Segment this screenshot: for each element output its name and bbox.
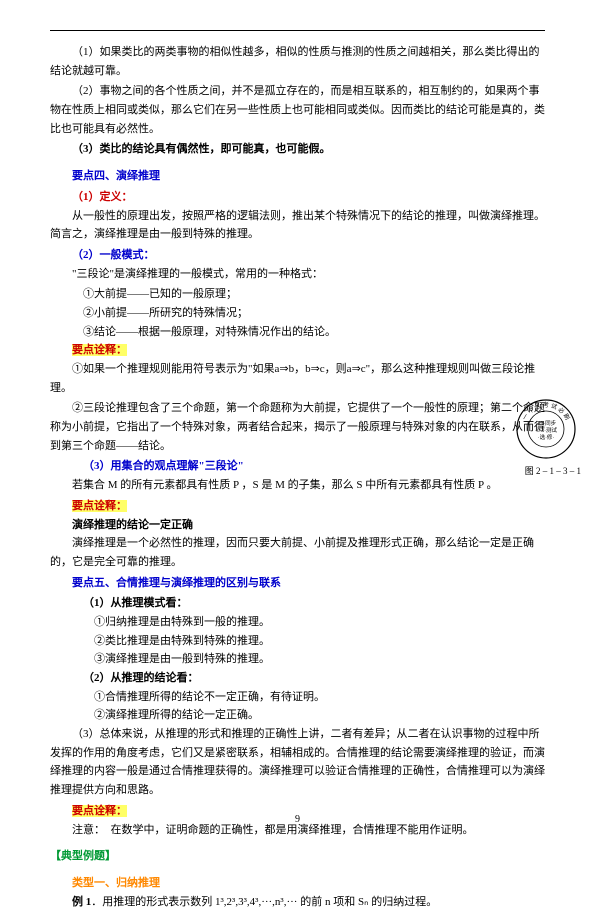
sec5-l2b: ②演绎推理所得的结论一定正确。 [50, 706, 545, 725]
svg-text:5·3·同步: 5·3·同步 [536, 420, 557, 427]
sec4-p2b: ①大前提——已知的一般原理； [50, 285, 545, 304]
stamp-seal: 一 个 人 考 试 必 刷 5·3·同步 ·6·3·测试 ·选·修· [515, 398, 577, 460]
top-rule [50, 30, 545, 31]
type1-title: 类型一、归纳推理 [50, 874, 545, 893]
sec4-p2c: ②小前提——所研究的特殊情况； [50, 304, 545, 323]
sec5-title: 要点五、合情推理与演绎推理的区别与联系 [50, 574, 545, 593]
page-number: 9 [0, 811, 595, 828]
sec4-sub2: （2）一般模式： [50, 246, 545, 265]
sec4-hl1-wrap: 要点诠释： [50, 341, 545, 360]
example-1: 例 1．用推理的形式表示数列 1³,2³,3³,4³,···,n³,··· 的前… [50, 893, 545, 911]
example-1-label: 例 1 [72, 896, 91, 908]
sec4-sub1: （1）定义： [50, 188, 545, 207]
sec4-p2a: "三段论"是演绎推理的一般模式，常用的一种格式： [50, 265, 545, 284]
sec5-l2a: ①合情推理所得的结论不一定正确，有待证明。 [50, 688, 545, 707]
sec5-l1b: ②类比推理是由特殊到特殊的推理。 [50, 632, 545, 651]
stamp-caption: 图 2 – 1 – 3 – 1 [525, 464, 581, 479]
sec4-p6t: 演绎推理的结论一定正确 [50, 516, 545, 535]
examples-title: 【典型例题】 [50, 847, 545, 866]
rule-1: （1）如果类比的两类事物的相似性越多，相似的性质与推测的性质之间越相关，那么类比… [50, 43, 545, 80]
sec4-p6: 演绎推理是一个必然性的推理，因而只要大前提、小前提及推理形式正确，那么结论一定是… [50, 534, 545, 571]
sec5-l2: （2）从推理的结论看： [50, 669, 545, 688]
sec4-p2d: ③结论——根据一般原理，对特殊情况作出的结论。 [50, 323, 545, 342]
sec4-hl1: 要点诠释： [72, 344, 127, 356]
sec4-title: 要点四、演绎推理 [50, 167, 545, 186]
sec4-p5: 若集合 M 的所有元素都具有性质 P ，S 是 M 的子集，那么 S 中所有元素… [50, 476, 545, 495]
sec4-hl2-wrap: 要点诠释： [50, 497, 545, 516]
rule-3: （3）类比的结论具有偶然性，即可能真，也可能假。 [50, 140, 545, 159]
sec5-l3: （3）总体来说，从推理的形式和推理的正确性上讲，二者有差异；从二者在认识事物的过… [50, 725, 545, 800]
rule-2: （2）事物之间的各个性质之间，并不是孤立存在的，而是相互联系的，相互制约的，如果… [50, 82, 545, 138]
svg-text:·选·修·: ·选·修· [538, 433, 555, 441]
sec4-p4: ②三段论推理包含了三个命题，第一个命题称为大前提，它提供了一个一般性的原理；第二… [50, 399, 545, 455]
sec4-p3: ①如果一个推理规则能用符号表示为"如果a⇒b，b⇒c，则a⇒c"，那么这种推理规… [50, 360, 545, 397]
example-1-text: ．用推理的形式表示数列 1³,2³,3³,4³,···,n³,··· 的前 n … [91, 896, 437, 908]
sec5-l1: （1）从推理模式看： [50, 594, 545, 613]
sec4-p1: 从一般性的原理出发，按照严格的逻辑法则，推出某个特殊情况下的结论的推理，叫做演绎… [50, 207, 545, 244]
svg-text:·6·3·测试: ·6·3·测试 [535, 426, 557, 434]
sec4-sub3: （3）用集合的观点理解"三段论" [50, 457, 545, 476]
sec5-l1c: ③演绎推理是由一般到特殊的推理。 [50, 650, 545, 669]
sec4-hl2: 要点诠释： [72, 500, 127, 512]
sec5-l1a: ①归纳推理是由特殊到一般的推理。 [50, 613, 545, 632]
